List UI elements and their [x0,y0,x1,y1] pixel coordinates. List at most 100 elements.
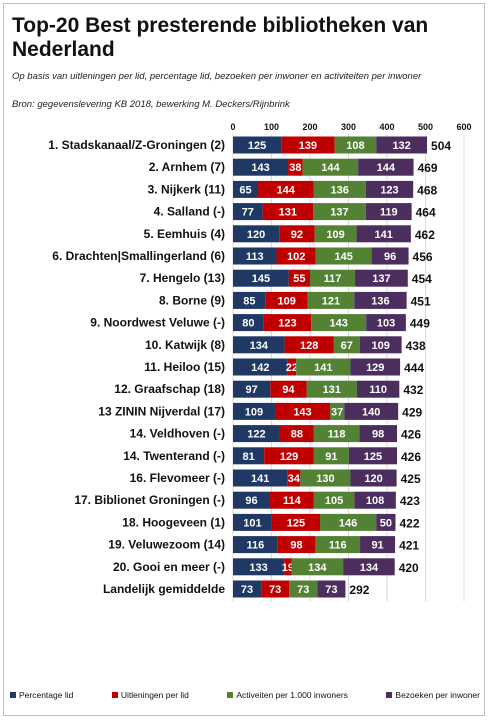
bar-segment [284,558,292,576]
bar-segment [300,469,351,487]
bar-segment [233,580,262,598]
total-value-label: 292 [349,583,369,597]
total-value-label: 444 [404,361,424,375]
total-value-label: 429 [402,405,422,419]
segment-value-label: 73 [325,584,337,596]
segment-value-label: 130 [316,473,334,485]
x-tick-label: 600 [456,122,471,132]
segment-value-label: 55 [293,273,305,285]
total-value-label: 426 [401,428,421,442]
bar-segment [288,269,310,287]
segment-value-label: 144 [377,162,396,174]
segment-value-label: 131 [323,384,341,396]
bar-segment [348,447,398,465]
bar-segment [233,291,266,309]
bar-segment [233,136,282,154]
bar-segment [313,180,366,198]
bar-segment [350,358,401,376]
segment-value-label: 101 [243,517,261,529]
category-label: 17. Biblionet Groningen (-) [74,493,225,507]
segment-value-label: 50 [380,517,392,529]
segment-value-label: 143 [330,318,348,330]
bar-segment [277,536,316,554]
bar-segment [359,336,402,354]
total-value-label: 438 [406,339,426,353]
segment-value-label: 143 [251,162,269,174]
bar-segment [262,203,314,221]
segment-value-label: 123 [278,318,296,330]
bar-segment [334,136,377,154]
bar-segment [233,469,288,487]
segment-value-label: 134 [308,562,327,574]
segment-value-label: 142 [251,362,269,374]
bar-segment [233,425,280,443]
category-label: 4. Salland (-) [154,205,225,219]
bar-segment [233,358,288,376]
segment-value-label: 77 [242,207,254,219]
segment-value-label: 92 [291,229,303,241]
segment-value-label: 120 [364,473,382,485]
segment-value-label: 22 [286,362,298,374]
category-label: 14. Twenterand (-) [123,449,225,463]
segment-value-label: 145 [335,251,353,263]
x-tick-label: 200 [302,122,317,132]
category-label: 19. Veluwezoom (14) [108,538,225,552]
bar-segment [288,158,303,176]
total-value-label: 421 [399,539,419,553]
segment-value-label: 144 [321,162,340,174]
segment-value-label: 137 [372,273,390,285]
total-value-label: 464 [416,206,436,220]
total-value-label: 454 [412,272,432,286]
segment-value-label: 73 [241,584,253,596]
segment-value-label: 113 [246,251,264,263]
segment-value-label: 136 [330,184,348,196]
bar-segment [355,269,408,287]
segment-value-label: 114 [283,495,302,507]
bar-segment [284,336,334,354]
segment-value-label: 129 [280,451,298,463]
segment-value-label: 128 [300,340,318,352]
segment-value-label: 125 [287,517,305,529]
total-value-label: 462 [415,228,435,242]
bar-segment [356,380,400,398]
bar-segment [359,425,398,443]
segment-value-label: 134 [250,340,269,352]
category-label: 11. Heiloo (15) [144,360,225,374]
segment-value-label: 116 [246,540,264,552]
bar-segment [233,558,285,576]
total-value-label: 449 [410,317,430,331]
x-tick-label: 500 [418,122,433,132]
bar-segment [274,402,331,420]
bar-segment [311,314,367,332]
bar-segment [314,225,357,243]
bar-segment [233,314,264,332]
bar-segment [263,314,312,332]
segment-value-label: 131 [279,207,297,219]
segment-value-label: 19 [282,562,294,574]
category-label: 9. Noordwest Veluwe (-) [90,316,225,330]
segment-value-label: 136 [371,295,389,307]
legend-label: Uitleningen per lid [120,690,189,700]
bar-segment [313,491,355,509]
segment-value-label: 125 [364,451,382,463]
bar-segment [310,269,356,287]
bar-segment [233,447,265,465]
total-value-label: 432 [403,383,423,397]
segment-value-label: 34 [288,473,301,485]
segment-value-label: 134 [360,562,379,574]
x-tick-label: 100 [264,122,279,132]
bar-segment [296,358,351,376]
segment-value-label: 139 [299,140,317,152]
bar-segment [258,180,314,198]
bar-segment [360,536,396,554]
legend-label: Percentage lid [19,690,74,700]
category-label: Landelijk gemiddelde [103,582,225,596]
segment-value-label: 146 [339,517,357,529]
bar-segment [291,558,344,576]
bar-segment [376,513,396,531]
x-tick-label: 300 [341,122,356,132]
total-value-label: 468 [417,183,437,197]
segment-value-label: 98 [290,540,302,552]
segment-value-label: 144 [277,184,296,196]
